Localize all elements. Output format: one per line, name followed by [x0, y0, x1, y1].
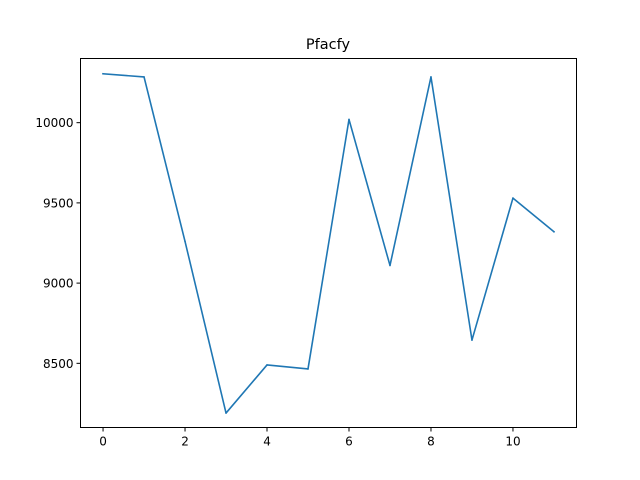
x-tick-label: 2 [181, 435, 189, 449]
data-point [102, 72, 104, 75]
plot-area: 0 2 4 6 8 10 8500 9000 9500 10000 [35, 72, 556, 449]
x-tick-label: 0 [99, 435, 107, 449]
x-tick-label: 8 [427, 435, 435, 449]
x-tick-label: 6 [345, 435, 353, 449]
data-point [143, 76, 145, 78]
series-line [102, 72, 556, 414]
chart-title: Pfacfy [306, 37, 351, 53]
axes-frame [80, 58, 577, 428]
data-point [307, 368, 309, 370]
x-tick-label: 10 [505, 435, 520, 449]
y-tick-label: 8500 [43, 357, 74, 371]
y-tick-label: 10000 [35, 116, 73, 130]
data-point [225, 412, 227, 414]
data-point [266, 364, 268, 366]
data-point [471, 339, 473, 341]
data-point [430, 76, 432, 78]
data-point [389, 264, 391, 267]
data-point [184, 240, 186, 243]
x-tick-label: 4 [263, 435, 271, 449]
y-tick-label: 9000 [43, 277, 74, 291]
data-point [512, 197, 514, 199]
data-point [348, 118, 350, 121]
y-tick-label: 9500 [43, 196, 74, 210]
data-point [553, 230, 555, 233]
